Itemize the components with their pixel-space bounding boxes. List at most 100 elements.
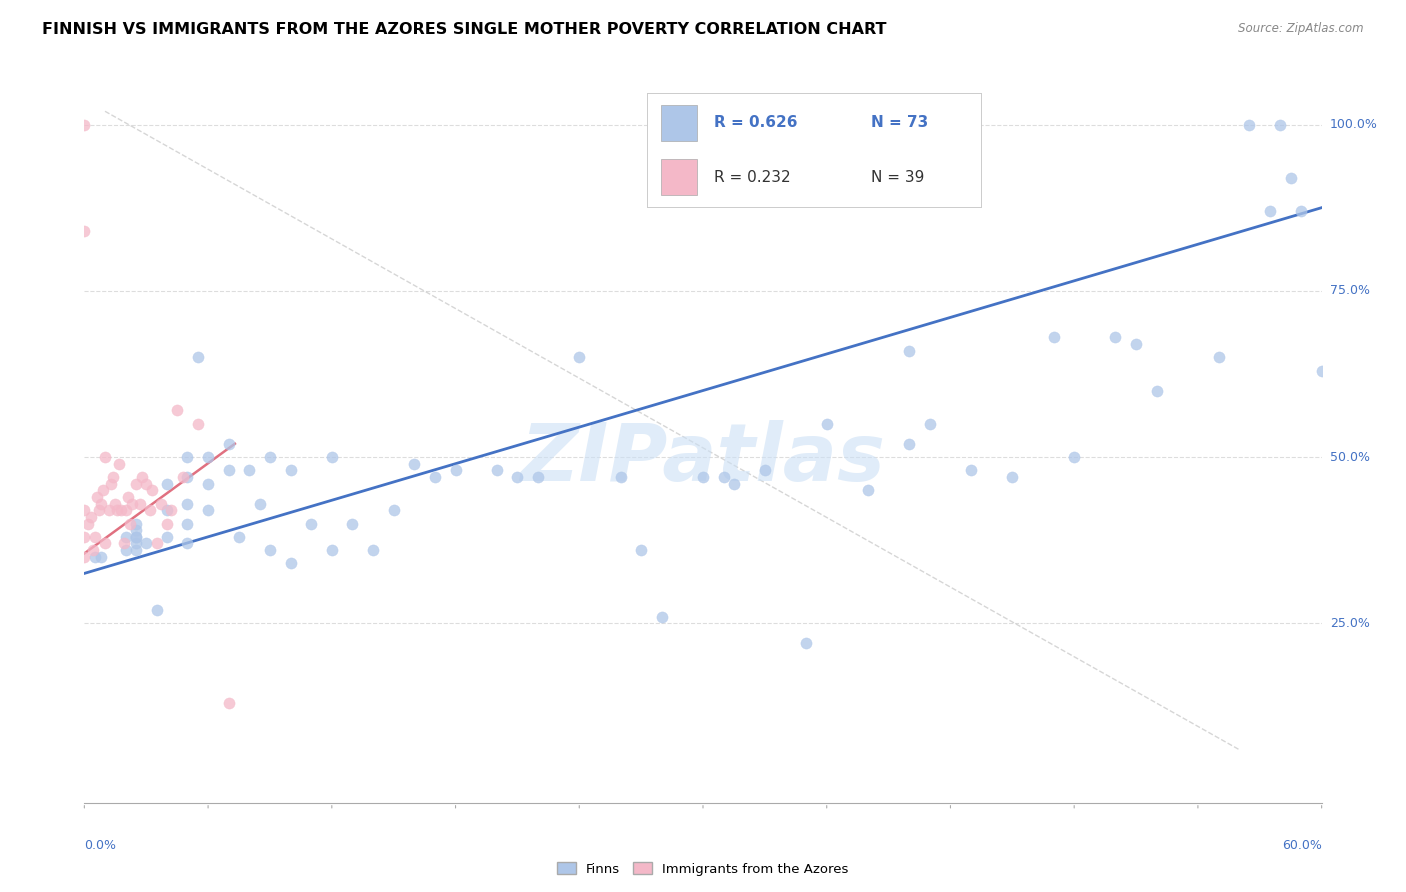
Point xyxy=(176,497,198,511)
Point xyxy=(79,509,101,524)
Point xyxy=(73,530,96,544)
Point xyxy=(83,549,105,564)
Point xyxy=(73,118,96,132)
Point xyxy=(135,536,157,550)
Point xyxy=(145,603,167,617)
Point xyxy=(90,497,112,511)
Point xyxy=(485,463,508,477)
Point xyxy=(90,549,112,564)
Point xyxy=(156,476,179,491)
Point xyxy=(114,530,136,544)
Point xyxy=(342,516,364,531)
Point xyxy=(280,557,302,571)
Point xyxy=(856,483,879,498)
Point xyxy=(280,463,302,477)
Point xyxy=(104,497,127,511)
Point xyxy=(100,476,122,491)
Text: 75.0%: 75.0% xyxy=(1330,285,1369,297)
Point xyxy=(125,530,148,544)
Point xyxy=(187,417,209,431)
Point xyxy=(1270,118,1292,132)
Point xyxy=(918,417,941,431)
Point xyxy=(117,490,139,504)
Point xyxy=(197,476,219,491)
Point xyxy=(321,543,343,558)
Point xyxy=(651,609,673,624)
Legend: Finns, Immigrants from the Azores: Finns, Immigrants from the Azores xyxy=(551,857,855,881)
Point xyxy=(125,543,148,558)
Point xyxy=(361,543,384,558)
Point xyxy=(83,530,105,544)
Point xyxy=(94,536,117,550)
Point xyxy=(91,483,114,498)
Point xyxy=(86,490,108,504)
Point xyxy=(82,543,104,558)
Point xyxy=(176,450,198,464)
Point xyxy=(259,543,281,558)
Point xyxy=(692,470,714,484)
Point xyxy=(156,503,179,517)
Point xyxy=(723,476,745,491)
Point xyxy=(176,516,198,531)
Point xyxy=(87,503,110,517)
Point xyxy=(506,470,529,484)
Point xyxy=(404,457,426,471)
Text: 25.0%: 25.0% xyxy=(1330,616,1369,630)
Point xyxy=(73,224,96,238)
Text: 60.0%: 60.0% xyxy=(1282,839,1322,853)
Point xyxy=(105,503,128,517)
Point xyxy=(527,470,550,484)
Point xyxy=(176,470,198,484)
Point xyxy=(125,530,148,544)
Point xyxy=(754,463,776,477)
Point xyxy=(218,436,240,450)
Point xyxy=(898,436,921,450)
Point xyxy=(1001,470,1024,484)
Point xyxy=(228,530,250,544)
Point xyxy=(145,536,167,550)
Point xyxy=(176,536,198,550)
Point xyxy=(197,503,219,517)
Point xyxy=(112,536,135,550)
Point xyxy=(125,536,148,550)
Point xyxy=(1042,330,1064,344)
Point xyxy=(129,497,152,511)
Text: 0.0%: 0.0% xyxy=(84,839,117,853)
Point xyxy=(713,470,735,484)
Point xyxy=(1208,351,1230,365)
Point xyxy=(299,516,322,531)
Point xyxy=(1239,118,1261,132)
Point xyxy=(160,503,183,517)
Text: Source: ZipAtlas.com: Source: ZipAtlas.com xyxy=(1239,22,1364,36)
Point xyxy=(1104,330,1126,344)
Point xyxy=(238,463,260,477)
Point xyxy=(125,516,148,531)
Point xyxy=(382,503,405,517)
Point xyxy=(110,503,132,517)
Point xyxy=(139,503,162,517)
Text: 100.0%: 100.0% xyxy=(1330,118,1378,131)
Point xyxy=(77,516,100,531)
Point xyxy=(131,470,153,484)
Point xyxy=(73,503,96,517)
Point xyxy=(187,351,209,365)
Point xyxy=(141,483,163,498)
Point xyxy=(108,457,131,471)
Point xyxy=(321,450,343,464)
Point xyxy=(444,463,467,477)
Point xyxy=(149,497,172,511)
Point xyxy=(103,470,125,484)
Point xyxy=(156,530,179,544)
Text: 50.0%: 50.0% xyxy=(1330,450,1369,464)
Point xyxy=(118,516,141,531)
Point xyxy=(1258,204,1281,219)
Point xyxy=(166,403,188,417)
Point xyxy=(114,503,136,517)
Point xyxy=(125,476,148,491)
Text: FINNISH VS IMMIGRANTS FROM THE AZORES SINGLE MOTHER POVERTY CORRELATION CHART: FINNISH VS IMMIGRANTS FROM THE AZORES SI… xyxy=(42,22,887,37)
Point xyxy=(98,503,121,517)
Point xyxy=(609,470,631,484)
Point xyxy=(1310,363,1333,377)
Point xyxy=(898,343,921,358)
Point xyxy=(135,476,157,491)
